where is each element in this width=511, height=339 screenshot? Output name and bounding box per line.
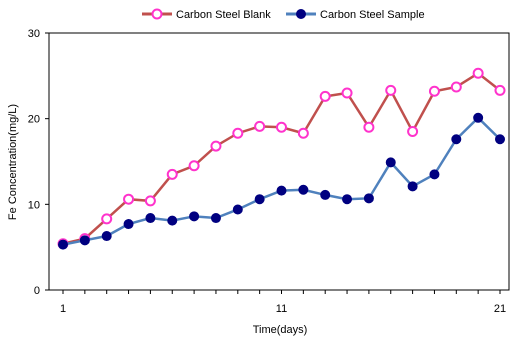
legend-marker-sample bbox=[296, 9, 306, 19]
data-point bbox=[495, 134, 505, 145]
plot-area bbox=[48, 32, 510, 291]
data-point bbox=[145, 213, 156, 224]
data-point bbox=[101, 231, 112, 242]
legend-marker-blank bbox=[151, 8, 163, 20]
legend-label-sample: Carbon Steel Sample bbox=[320, 9, 425, 21]
data-point bbox=[144, 195, 156, 207]
series-layer bbox=[57, 67, 506, 250]
data-point bbox=[297, 127, 309, 139]
data-point bbox=[494, 84, 506, 96]
data-point bbox=[320, 189, 331, 200]
data-point bbox=[254, 194, 265, 205]
y-tick-label: 20 bbox=[28, 114, 40, 126]
data-point bbox=[101, 213, 113, 225]
data-point bbox=[254, 120, 266, 132]
y-tick-label: 0 bbox=[34, 285, 40, 297]
data-point bbox=[407, 181, 418, 192]
data-point bbox=[276, 185, 287, 196]
data-point bbox=[472, 67, 484, 79]
y-axis: 0 10 20 30 bbox=[28, 28, 49, 297]
legend-label-blank: Carbon Steel Blank bbox=[176, 9, 271, 21]
y-tick-label: 30 bbox=[28, 28, 40, 40]
data-point bbox=[123, 219, 134, 230]
legend-item-blank: Carbon Steel Blank bbox=[142, 8, 271, 21]
data-point bbox=[385, 84, 397, 96]
data-point bbox=[363, 193, 374, 204]
data-point bbox=[319, 90, 331, 102]
data-point bbox=[363, 121, 375, 133]
legend: Carbon Steel Blank Carbon Steel Sample bbox=[142, 8, 425, 21]
data-point bbox=[450, 81, 462, 93]
data-point bbox=[429, 169, 440, 180]
data-point bbox=[123, 193, 135, 205]
x-tick-label: 21 bbox=[494, 303, 506, 315]
data-point bbox=[407, 126, 419, 138]
series-1 bbox=[58, 112, 505, 250]
y-tick-label: 10 bbox=[28, 199, 40, 211]
y-axis-label: Fe Concentration(mg/L) bbox=[7, 104, 19, 220]
data-point bbox=[298, 184, 309, 195]
data-point bbox=[210, 140, 222, 152]
legend-item-sample: Carbon Steel Sample bbox=[286, 9, 425, 21]
data-point bbox=[58, 239, 68, 250]
x-axis-label: Time(days) bbox=[253, 324, 308, 336]
data-point bbox=[79, 235, 90, 246]
data-point bbox=[276, 121, 287, 133]
data-point bbox=[342, 194, 353, 205]
x-tick-label: 1 bbox=[60, 303, 66, 315]
series-line bbox=[62, 71, 501, 245]
data-point bbox=[341, 87, 353, 99]
data-point bbox=[473, 112, 484, 123]
data-point bbox=[232, 127, 244, 139]
data-point bbox=[167, 215, 178, 226]
data-point bbox=[385, 157, 396, 168]
data-point bbox=[232, 204, 243, 215]
data-point bbox=[428, 85, 440, 97]
data-point bbox=[451, 134, 462, 145]
data-point bbox=[189, 211, 200, 222]
series-0 bbox=[57, 67, 506, 250]
x-axis: 1 11 21 bbox=[60, 290, 506, 315]
data-point bbox=[188, 160, 200, 172]
x-tick-label: 11 bbox=[276, 303, 287, 315]
data-point bbox=[210, 213, 221, 224]
data-point bbox=[166, 168, 178, 180]
